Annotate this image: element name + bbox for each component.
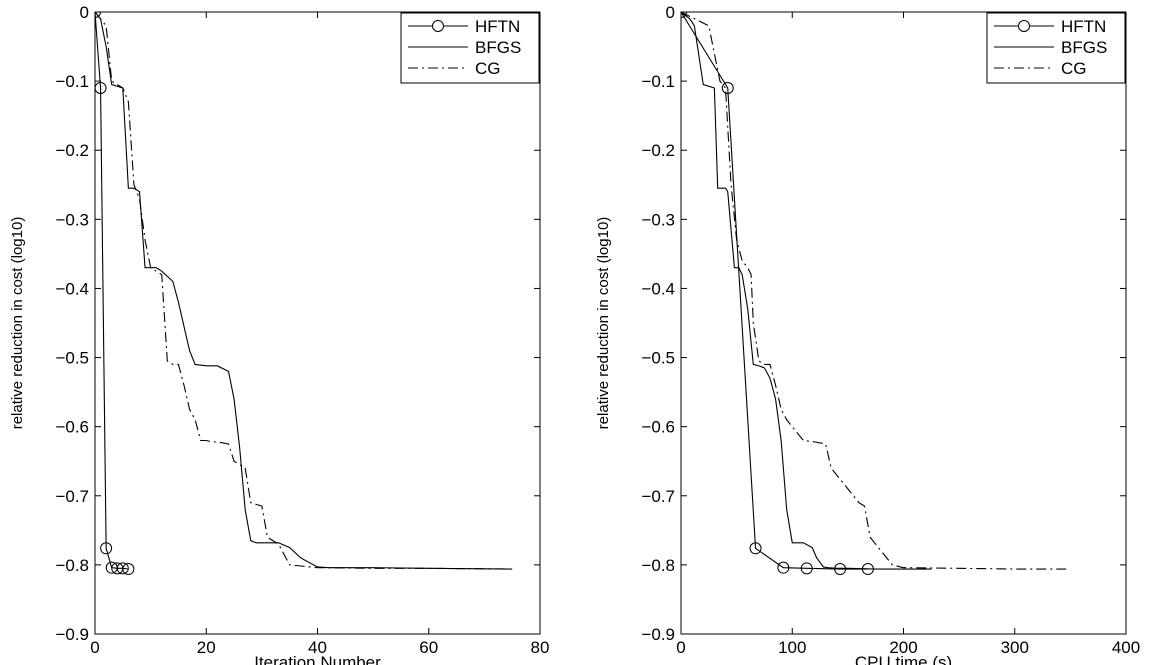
- data-point-hftn: [95, 82, 107, 95]
- data-point-hftn: [721, 82, 734, 95]
- data-point-hftn: [749, 542, 762, 555]
- series-line-bfgs: [681, 12, 932, 570]
- y-tick-label: −0.3: [55, 210, 89, 229]
- series-group: [95, 12, 513, 576]
- legend: HFTN BFGS CG: [400, 12, 540, 84]
- legend-marker-hftn: [432, 20, 444, 32]
- legend-label-cg: CG: [475, 59, 501, 78]
- legend-label-bfgs: BFGS: [1061, 38, 1107, 57]
- y-tick-label: −0.6: [641, 418, 675, 437]
- y-tick-label: −0.7: [641, 487, 675, 506]
- y-tick-label: −0.9: [55, 625, 89, 644]
- data-point-hftn: [834, 563, 847, 576]
- y-tick-label: −0.8: [55, 556, 89, 575]
- x-tick-label: 20: [197, 638, 216, 657]
- y-tick-label: −0.5: [55, 349, 89, 368]
- legend-marker-hftn: [1018, 20, 1030, 32]
- y-tick-label: −0.4: [641, 279, 675, 298]
- chart-panel-1: 0 20 40 60 80 0 −0.1 −0.2 −0.3 −0.4 −0.5 −0.6 −0.7 −0…: [9, 3, 549, 665]
- data-point-hftn: [777, 561, 790, 574]
- y-axis-label: relative reduction in cost (log10): [9, 217, 26, 430]
- y-tick-label: −0.8: [641, 556, 675, 575]
- y-tick-label: −0.5: [641, 349, 675, 368]
- data-point-hftn: [100, 542, 113, 555]
- x-tick-label: 300: [1001, 638, 1029, 657]
- data-point-hftn: [116, 562, 129, 575]
- x-tick-label: 40: [308, 638, 327, 657]
- x-tick-label: 60: [419, 638, 438, 657]
- legend-label-hftn: HFTN: [1061, 17, 1106, 36]
- chart-panel-2: 0 100 200 300 400 0 −0.1 −0.2 −0.3 −0.4 −0.5 −0.6 −0…: [595, 3, 1140, 665]
- x-tick-label: 400: [1112, 638, 1140, 657]
- y-tick-label: −0.4: [55, 279, 89, 298]
- x-axis-label: Iteration Number: [254, 653, 381, 665]
- series-line-bfgs: [95, 12, 513, 570]
- y-axis-label: relative reduction in cost (log10): [595, 217, 612, 430]
- legend-box: [986, 12, 1126, 84]
- plot-area-frame: [94, 11, 541, 635]
- x-axis-label: CPU time (s): [855, 653, 952, 665]
- series-group: [681, 12, 1071, 576]
- y-tick-label: −0.2: [55, 141, 89, 160]
- y-tick-label: −0.1: [55, 72, 89, 91]
- y-tick-label: −0.3: [641, 210, 675, 229]
- x-tick-label: 100: [778, 638, 806, 657]
- y-tick-label: −0.1: [641, 72, 675, 91]
- series-line-hftn: [681, 12, 868, 570]
- y-tick-label: 0: [80, 3, 89, 22]
- plot-area-frame: [680, 11, 1127, 635]
- x-tick-label: 200: [889, 638, 917, 657]
- y-tick-label: 0: [666, 3, 675, 22]
- legend-label-bfgs: BFGS: [475, 38, 521, 57]
- x-tick-label: 80: [531, 638, 550, 657]
- y-tick-label: −0.2: [641, 141, 675, 160]
- y-tick-label: −0.7: [55, 487, 89, 506]
- y-tick-label: −0.9: [641, 625, 675, 644]
- legend-label-cg: CG: [1061, 59, 1087, 78]
- series-line-cg: [681, 12, 1071, 570]
- legend-box: [400, 12, 540, 84]
- data-point-hftn: [122, 563, 135, 576]
- y-tick-label: −0.6: [55, 418, 89, 437]
- legend: HFTN BFGS CG: [986, 12, 1126, 84]
- data-point-hftn: [800, 562, 813, 575]
- x-tick-label: 0: [90, 638, 99, 657]
- x-tick-label: 0: [676, 638, 685, 657]
- legend-label-hftn: HFTN: [475, 17, 520, 36]
- series-line-cg: [95, 12, 513, 570]
